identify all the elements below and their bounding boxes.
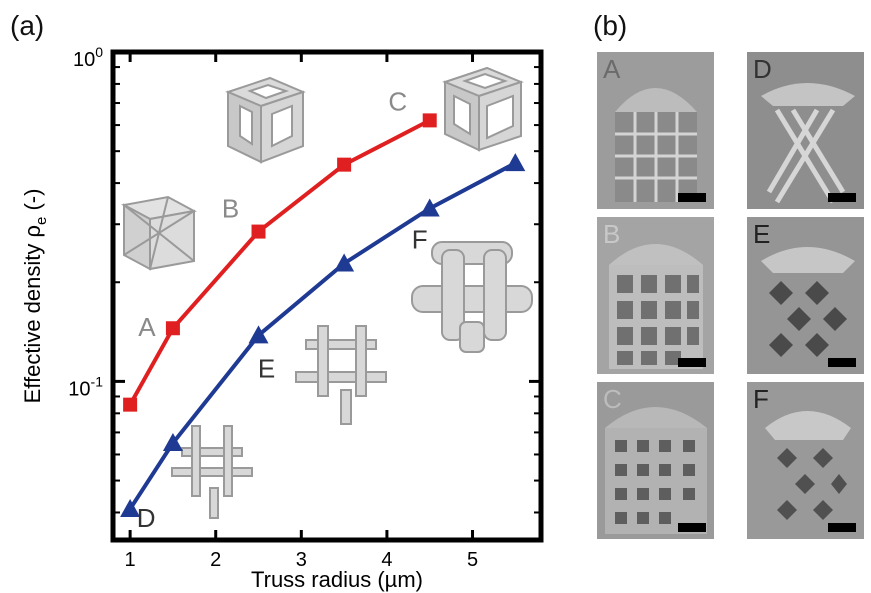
x-tick-label-2: 3	[296, 549, 307, 571]
photo-f-scalebar	[828, 523, 856, 532]
photo-f: F	[747, 382, 864, 539]
photo-b-scalebar	[678, 358, 706, 367]
panel-b-label: (b)	[593, 10, 628, 41]
y-tick-label-0: 100	[73, 44, 103, 71]
series-0-point-1	[165, 321, 180, 336]
photo-a-letter: A	[603, 54, 621, 84]
annotation-c: C	[388, 86, 407, 116]
photo-d-letter: D	[753, 54, 772, 84]
photo-c-letter: C	[603, 384, 622, 414]
photo-a: A	[597, 52, 714, 209]
series-1-point-3	[334, 253, 355, 272]
photo-f-letter: F	[753, 384, 769, 414]
woodpile-cell-e-icon	[295, 325, 387, 425]
series-1-point-2	[248, 325, 269, 344]
photo-c-image	[597, 382, 714, 539]
photo-c-scalebar	[678, 523, 706, 532]
open-cube-cell-icon	[121, 195, 197, 271]
photo-f-image	[747, 382, 864, 539]
x-tick-label-0: 1	[125, 549, 136, 571]
annotation-d: D	[137, 503, 156, 533]
photo-a-scalebar	[678, 193, 706, 202]
thick-cube-cell-icon	[442, 66, 524, 152]
solid-cube-cell-icon	[225, 76, 306, 164]
photo-e-scalebar	[828, 358, 856, 367]
plot-frame	[110, 49, 544, 543]
woodpile-cell-d-icon	[171, 425, 253, 519]
annotation-a: A	[138, 312, 156, 342]
series-0-point-2	[251, 224, 266, 239]
series-0-point-0	[123, 397, 138, 412]
y-tick-label-1: 10-1	[68, 373, 103, 400]
panel-a-label: (a)	[10, 10, 45, 41]
annotation-f: F	[412, 224, 428, 254]
series-1-line	[128, 161, 517, 511]
series-1-point-4	[419, 198, 440, 217]
photo-b-image	[597, 217, 714, 374]
photo-e: E	[747, 217, 864, 374]
series-1-point-0	[120, 498, 141, 517]
x-axis-label: Truss radius (µm)	[251, 567, 423, 592]
photo-d-image	[747, 52, 864, 209]
woodpile-cell-f-icon	[411, 241, 533, 353]
photo-d: D	[747, 52, 864, 209]
photo-e-image	[747, 217, 864, 374]
photo-c: C	[597, 382, 714, 539]
series-1-point-5	[505, 153, 526, 172]
photo-b-letter: B	[603, 219, 621, 249]
x-tick-label-1: 2	[210, 549, 221, 571]
photo-a-image	[597, 52, 714, 209]
series-1-point-1	[162, 433, 183, 452]
x-tick-label-3: 4	[381, 549, 392, 571]
series-0-point-4	[422, 113, 437, 128]
x-tick-label-4: 5	[467, 549, 478, 571]
photo-e-letter: E	[753, 219, 771, 249]
annotation-e: E	[258, 353, 275, 383]
photo-d-scalebar	[828, 193, 856, 202]
photo-b: B	[597, 217, 714, 374]
series-0-point-3	[337, 157, 352, 172]
annotation-b: B	[222, 194, 239, 224]
y-axis-label: Effective density ρe (-)	[20, 189, 50, 404]
